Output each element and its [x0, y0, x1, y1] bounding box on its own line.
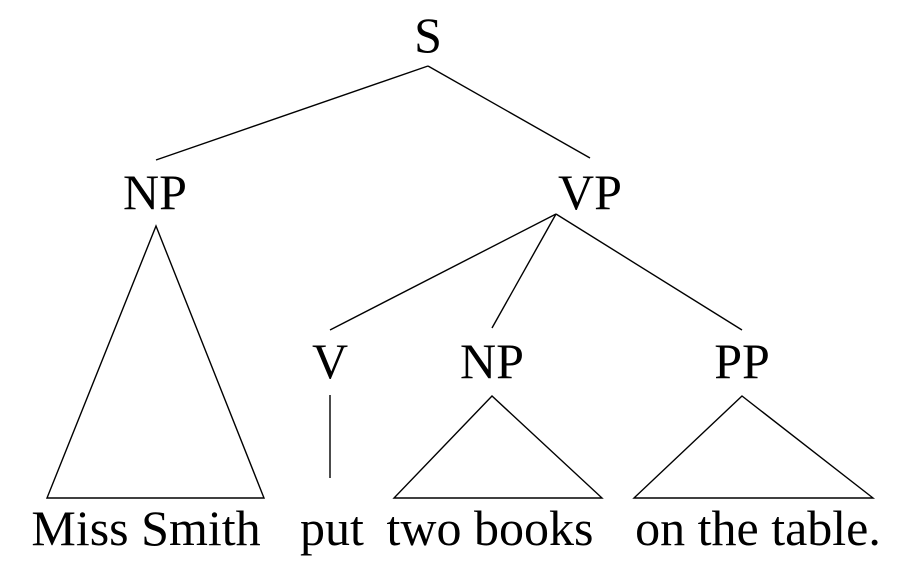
pp-triangle: [632, 395, 876, 499]
edge-vp-v: [329, 213, 557, 331]
leaf-subject-words: Miss Smith: [31, 500, 260, 556]
node-s: S: [414, 7, 442, 63]
edge-vp-np: [491, 213, 557, 329]
leaf-verb-word: put: [300, 500, 364, 556]
node-object-np: NP: [460, 333, 524, 389]
subject-np-triangle: [45, 224, 266, 499]
edge-s-vp: [427, 65, 591, 159]
leaf-object-words: two books: [387, 500, 594, 556]
node-vp: VP: [558, 164, 622, 220]
edge-s-np: [155, 65, 429, 161]
object-np-triangle: [392, 395, 604, 499]
leaf-pp-words: on the table.: [635, 500, 881, 556]
node-pp: PP: [714, 333, 770, 389]
edge-vp-pp: [555, 213, 743, 331]
node-v: V: [312, 333, 348, 389]
node-subject-np: NP: [123, 164, 187, 220]
